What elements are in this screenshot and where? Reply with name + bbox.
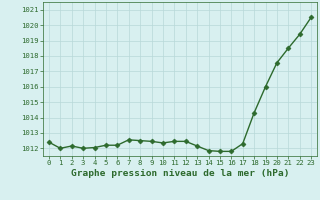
X-axis label: Graphe pression niveau de la mer (hPa): Graphe pression niveau de la mer (hPa) <box>71 169 289 178</box>
